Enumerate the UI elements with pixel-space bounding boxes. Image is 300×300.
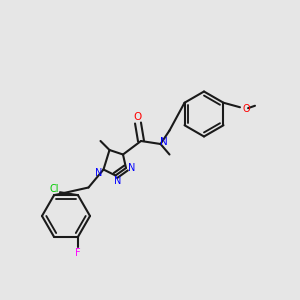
- Text: F: F: [75, 248, 81, 258]
- Text: N: N: [114, 176, 122, 186]
- Text: Cl: Cl: [49, 184, 59, 194]
- Text: O: O: [134, 112, 142, 122]
- Text: N: N: [95, 167, 103, 178]
- Text: O: O: [242, 104, 250, 114]
- Text: N: N: [160, 136, 167, 147]
- Text: N: N: [128, 163, 135, 173]
